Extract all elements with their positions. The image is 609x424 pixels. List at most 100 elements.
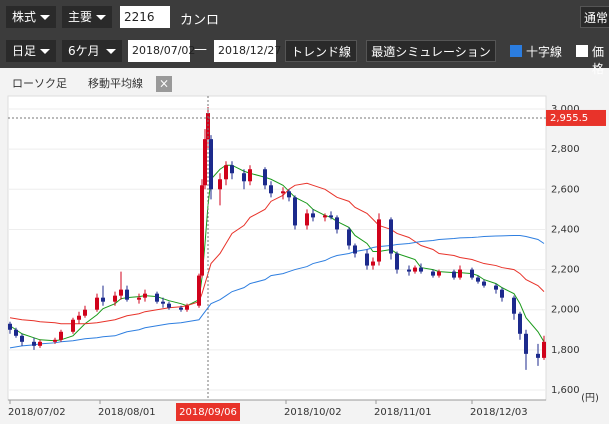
candle-body <box>200 185 204 276</box>
candle-body <box>143 293 147 298</box>
x-tick-label: 2018/08/01 <box>98 407 156 418</box>
end-date[interactable]: 2018/12/27 <box>214 40 281 62</box>
candle-body <box>230 165 234 174</box>
y-tick-label: 1,800 <box>551 345 580 356</box>
candle-body <box>8 323 12 330</box>
code-input[interactable]: 2216 <box>120 6 170 28</box>
candle-body <box>224 165 228 180</box>
candle-body <box>482 281 486 286</box>
candle-body <box>524 333 528 354</box>
candle-body <box>203 139 207 186</box>
crosshair-value: 2,955.5 <box>550 113 588 124</box>
price-checkbox[interactable] <box>576 45 588 57</box>
y-unit: (円) <box>581 393 599 404</box>
moving-average <box>9 182 545 325</box>
candle-body <box>281 191 285 194</box>
candle-body <box>119 289 123 296</box>
candle-body <box>59 331 63 340</box>
candle-body <box>389 219 393 254</box>
candle-body <box>263 169 267 186</box>
tab-ma[interactable]: 移動平均線 <box>88 76 143 90</box>
candle-body <box>419 267 423 272</box>
y-tick-label: 2,600 <box>551 184 580 195</box>
market-select[interactable]: 株式 <box>6 6 56 28</box>
crosshair-label[interactable]: 十字線 <box>526 45 563 59</box>
start-date[interactable]: 2018/07/02 <box>128 40 195 62</box>
y-tick-label: 1,600 <box>551 385 580 396</box>
candle-body <box>431 271 435 276</box>
x-tick-label: 2018/10/02 <box>284 407 342 418</box>
candle-body <box>77 315 81 320</box>
candle-body <box>476 277 480 282</box>
candle-body <box>248 169 252 182</box>
sim-button[interactable]: 最適シミュレーション <box>366 40 496 62</box>
range-select[interactable]: 6ケ月 <box>62 40 122 62</box>
candle-body <box>242 173 246 182</box>
candle-body <box>365 253 369 266</box>
y-tick-label: 2,000 <box>551 305 580 316</box>
tab-close[interactable]: × <box>159 77 169 91</box>
moving-average <box>9 234 545 349</box>
candle-body <box>125 289 129 300</box>
candle-body <box>377 219 381 262</box>
candle-body <box>206 113 210 140</box>
candle-body <box>137 297 141 300</box>
tab-candle[interactable]: ローソク足 <box>12 77 67 90</box>
candle-body <box>500 289 504 298</box>
toolbar-bottom: 日足 6ケ月 2018/07/02 — 2018/12/27 トレンド線 最適シ… <box>0 34 609 76</box>
candle-body <box>197 275 201 306</box>
tab-close-box[interactable] <box>156 76 172 92</box>
candle-body <box>53 339 57 342</box>
candle-body <box>113 295 117 302</box>
candle-body <box>329 215 333 218</box>
plot-area <box>7 95 547 401</box>
candle-body <box>287 191 291 198</box>
candle-body <box>155 293 159 302</box>
candle-body <box>413 267 417 272</box>
candle-body <box>20 335 24 342</box>
candle-body <box>32 341 36 346</box>
candle-body <box>83 309 87 316</box>
price-label[interactable]: 価格 <box>592 45 605 76</box>
mode-button[interactable]: 通常 <box>580 6 609 28</box>
candle-body <box>311 213 315 218</box>
crosshair-date: 2018/09/06 <box>179 407 237 418</box>
crosshair-checkbox[interactable] <box>510 45 522 57</box>
candle-body <box>353 245 357 254</box>
toolbar-top: 株式 主要 2216 カンロ 通常 <box>0 0 609 34</box>
candle-body <box>452 271 456 278</box>
x-tick-label: 2018/12/03 <box>470 407 528 418</box>
group-select[interactable]: 主要 <box>62 6 112 28</box>
company-name: カンロ <box>180 13 220 28</box>
candle-body <box>518 313 522 334</box>
candle-body <box>347 229 351 246</box>
date-dash: — <box>194 42 207 57</box>
y-tick-label: 2,200 <box>551 265 580 276</box>
candle-body <box>167 303 171 308</box>
candle-body <box>512 297 516 314</box>
candle-body <box>14 329 18 336</box>
candle-body <box>542 341 546 358</box>
crosshair-date-box <box>176 403 240 421</box>
candle-body <box>101 297 105 302</box>
candle-body <box>179 307 183 310</box>
candle-body <box>293 197 297 226</box>
candle-body <box>209 139 213 190</box>
candle-body <box>95 297 99 310</box>
candle-body <box>161 301 165 304</box>
candle-body <box>185 305 189 310</box>
candle-body <box>371 261 375 266</box>
candle-body <box>71 319 75 332</box>
candle-body <box>323 215 327 218</box>
candle-body <box>536 353 540 358</box>
y-tick-label: 3,000 <box>551 104 580 115</box>
candle-body <box>38 341 42 346</box>
crosshair-value-box <box>546 109 606 126</box>
y-tick-label: 2,400 <box>551 224 580 235</box>
candle-body <box>218 179 222 190</box>
x-tick-label: 2018/11/01 <box>374 407 432 418</box>
trend-button[interactable]: トレンド線 <box>285 40 357 62</box>
period-select[interactable]: 日足 <box>6 40 56 62</box>
